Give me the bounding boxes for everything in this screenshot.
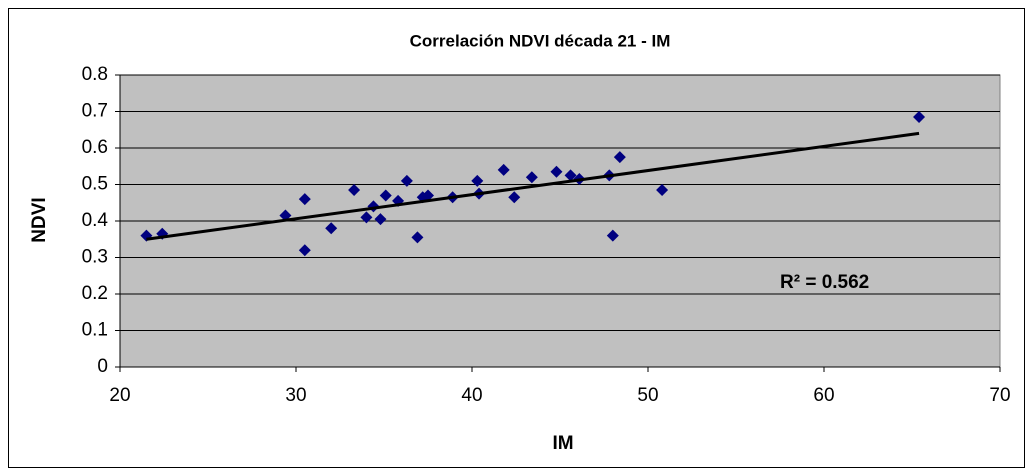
- x-tick-label: 70: [989, 385, 1010, 406]
- x-tick-label: 40: [461, 385, 482, 406]
- point: [471, 174, 484, 187]
- x-tick-label: 50: [637, 385, 658, 406]
- annotation: R² = 0.562: [780, 272, 869, 293]
- trendline: [146, 131, 920, 241]
- point: [400, 174, 413, 187]
- y-tick-label: 0.5: [82, 174, 108, 195]
- y-tick-label: 0.7: [82, 101, 108, 122]
- y-axis-label: NDVI: [29, 197, 50, 242]
- point: [525, 171, 538, 184]
- point: [379, 189, 392, 202]
- y-tick-label: 0.2: [82, 283, 108, 304]
- point: [497, 163, 510, 176]
- point: [606, 229, 619, 242]
- y-tick-label: 0.6: [82, 137, 108, 158]
- y-tick-label: 0.8: [82, 64, 108, 85]
- point: [913, 110, 926, 123]
- x-tick-label: 30: [285, 385, 306, 406]
- point: [325, 222, 338, 235]
- x-tick-label: 60: [813, 385, 834, 406]
- point: [374, 213, 387, 226]
- x-axis-label: IM: [552, 433, 573, 454]
- y-tick-label: 0: [97, 356, 108, 377]
- x-tick-label: 20: [109, 385, 130, 406]
- point: [298, 244, 311, 257]
- point: [411, 231, 424, 244]
- point: [348, 183, 361, 196]
- point: [508, 191, 521, 204]
- point: [422, 189, 434, 202]
- point: [613, 151, 626, 164]
- y-tick-label: 0.3: [82, 247, 108, 268]
- chart-title: Correlación NDVI década 21 - IM: [410, 31, 671, 50]
- point: [550, 165, 563, 178]
- y-tick-label: 0.1: [82, 320, 108, 341]
- point: [656, 183, 669, 196]
- point: [298, 193, 311, 206]
- point: [564, 169, 577, 182]
- point: [360, 211, 373, 224]
- y-tick-label: 0.4: [82, 210, 109, 231]
